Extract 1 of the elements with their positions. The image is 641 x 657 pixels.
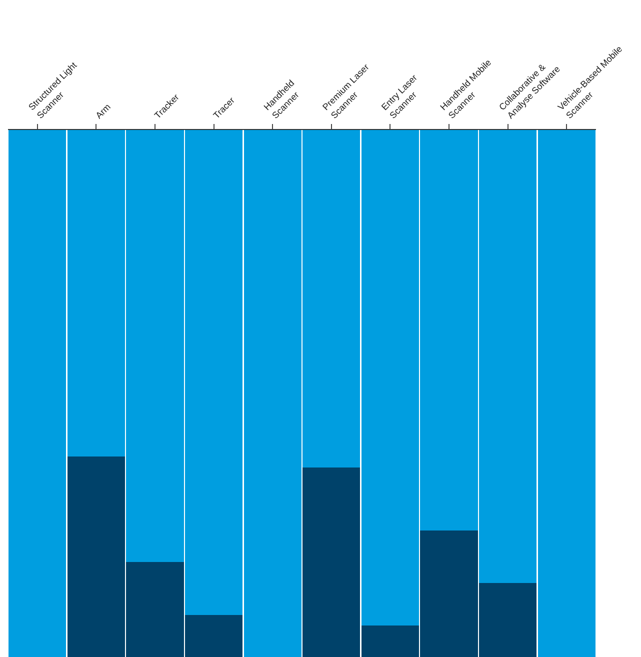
x-tick-label: Arm — [94, 102, 112, 120]
